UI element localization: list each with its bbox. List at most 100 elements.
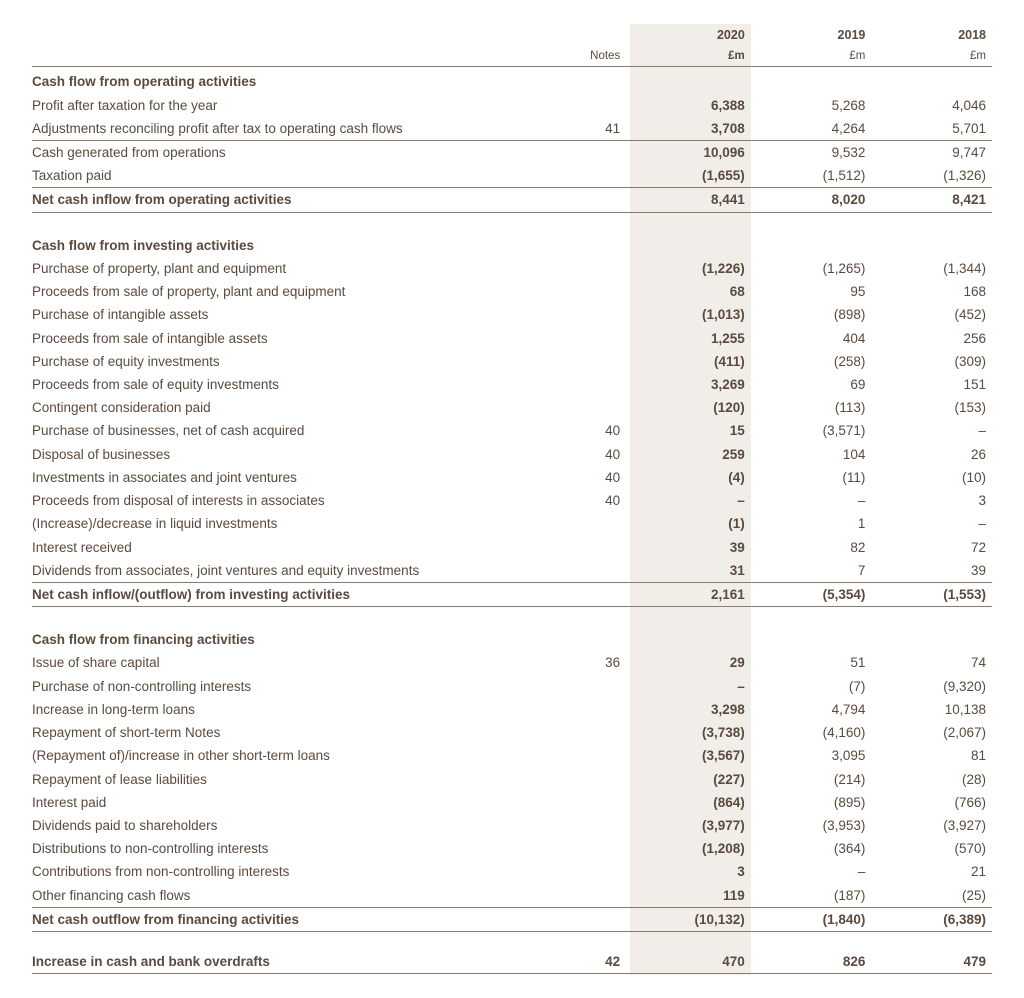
row-note: 42 — [553, 950, 630, 974]
cell-2020: (1,208) — [645, 837, 751, 860]
row-label: Net cash outflow from financing activiti… — [32, 907, 553, 931]
row-note — [553, 675, 630, 698]
row-note — [553, 396, 630, 419]
row-label: Disposal of businesses — [32, 443, 553, 466]
cell-2019: (1,840) — [765, 907, 871, 931]
cell-2019: 69 — [765, 373, 871, 396]
cell-2018: 81 — [886, 744, 992, 767]
row-label: Net cash inflow/(outflow) from investing… — [32, 582, 553, 606]
cell-2020: 1,255 — [645, 327, 751, 350]
cell-2020: 8,441 — [645, 188, 751, 212]
cell-2019: (895) — [765, 791, 871, 814]
row-note — [553, 373, 630, 396]
section-heading: Cash flow from financing activities — [32, 625, 992, 651]
cell-2018: 72 — [886, 536, 992, 559]
cell-2018: (25) — [886, 884, 992, 908]
row-label: Increase in long-term loans — [32, 698, 553, 721]
cell-2018: (153) — [886, 396, 992, 419]
table-row: Interest received398272 — [32, 536, 992, 559]
cell-2018: 168 — [886, 280, 992, 303]
cell-2020: 10,096 — [645, 141, 751, 165]
row-label: Purchase of property, plant and equipmen… — [32, 257, 553, 280]
cell-2018: (28) — [886, 768, 992, 791]
cell-2020: (1) — [645, 512, 751, 535]
cell-2019: (258) — [765, 350, 871, 373]
cell-2020: 29 — [645, 651, 751, 674]
cell-2018: (9,320) — [886, 675, 992, 698]
row-note — [553, 512, 630, 535]
rule-row — [32, 974, 992, 975]
col-unit-2019: £m — [765, 46, 871, 67]
cell-2018: 4,046 — [886, 94, 992, 117]
row-label: (Repayment of)/increase in other short-t… — [32, 744, 553, 767]
cell-2018: (2,067) — [886, 721, 992, 744]
table-row: Net cash inflow/(outflow) from investing… — [32, 582, 992, 606]
cell-2020: (1,013) — [645, 303, 751, 326]
cell-2019: 9,532 — [765, 141, 871, 165]
cell-2019: – — [765, 489, 871, 512]
row-label: (Increase)/decrease in liquid investment… — [32, 512, 553, 535]
cell-2020: 15 — [645, 419, 751, 442]
cell-2020: 31 — [645, 559, 751, 583]
cell-2019: (113) — [765, 396, 871, 419]
cell-2018: (452) — [886, 303, 992, 326]
col-notes-label: Notes — [553, 46, 630, 67]
col-unit-2018: £m — [886, 46, 992, 67]
row-label: Repayment of short-term Notes — [32, 721, 553, 744]
cell-2018: (766) — [886, 791, 992, 814]
cell-2020: (3,977) — [645, 814, 751, 837]
cell-2018: (3,927) — [886, 814, 992, 837]
cell-2020: (1,655) — [645, 164, 751, 188]
row-label: Repayment of lease liabilities — [32, 768, 553, 791]
row-note — [553, 164, 630, 188]
cell-2019: – — [765, 860, 871, 883]
cell-2020: (3,738) — [645, 721, 751, 744]
cash-flow-table: 202020192018Notes£m£m£m Cash flow from o… — [32, 24, 992, 974]
row-label: Contributions from non-controlling inter… — [32, 860, 553, 883]
section-title: Cash flow from financing activities — [32, 625, 553, 651]
cell-2019: 404 — [765, 327, 871, 350]
table-row: Purchase of property, plant and equipmen… — [32, 257, 992, 280]
cell-2018: 5,701 — [886, 117, 992, 141]
cell-2018: – — [886, 512, 992, 535]
row-note — [553, 559, 630, 583]
row-note — [553, 327, 630, 350]
cell-2018: 3 — [886, 489, 992, 512]
cell-2019: (1,512) — [765, 164, 871, 188]
cell-2019: (11) — [765, 466, 871, 489]
cell-2020: (3,567) — [645, 744, 751, 767]
row-note: 40 — [553, 489, 630, 512]
table-row: Contingent consideration paid(120)(113)(… — [32, 396, 992, 419]
table-row: Increase in cash and bank overdrafts4247… — [32, 950, 992, 974]
col-year-2019: 2019 — [765, 24, 871, 46]
col-unit-2020: £m — [645, 46, 751, 67]
row-note — [553, 280, 630, 303]
row-note — [553, 257, 630, 280]
row-label: Other financing cash flows — [32, 884, 553, 908]
cell-2020: (4) — [645, 466, 751, 489]
section-title: Cash flow from operating activities — [32, 67, 553, 94]
table-row: Issue of share capital36295174 — [32, 651, 992, 674]
cell-2018: (10) — [886, 466, 992, 489]
row-note — [553, 536, 630, 559]
cell-2019: (5,354) — [765, 582, 871, 606]
row-note — [553, 94, 630, 117]
cell-2019: (187) — [765, 884, 871, 908]
cell-2019: (364) — [765, 837, 871, 860]
cell-2019: (3,953) — [765, 814, 871, 837]
table-row: Net cash inflow from operating activitie… — [32, 188, 992, 212]
row-note — [553, 141, 630, 165]
row-label: Issue of share capital — [32, 651, 553, 674]
cell-2019: 82 — [765, 536, 871, 559]
cell-2018: (1,344) — [886, 257, 992, 280]
row-note — [553, 884, 630, 908]
table-row: Distributions to non-controlling interes… — [32, 837, 992, 860]
cell-2020: (864) — [645, 791, 751, 814]
spacer-row — [32, 607, 992, 625]
row-label: Proceeds from sale of intangible assets — [32, 327, 553, 350]
cell-2020: – — [645, 489, 751, 512]
cell-2020: – — [645, 675, 751, 698]
spacer-row — [32, 213, 992, 231]
row-label: Purchase of businesses, net of cash acqu… — [32, 419, 553, 442]
cell-2018: 39 — [886, 559, 992, 583]
